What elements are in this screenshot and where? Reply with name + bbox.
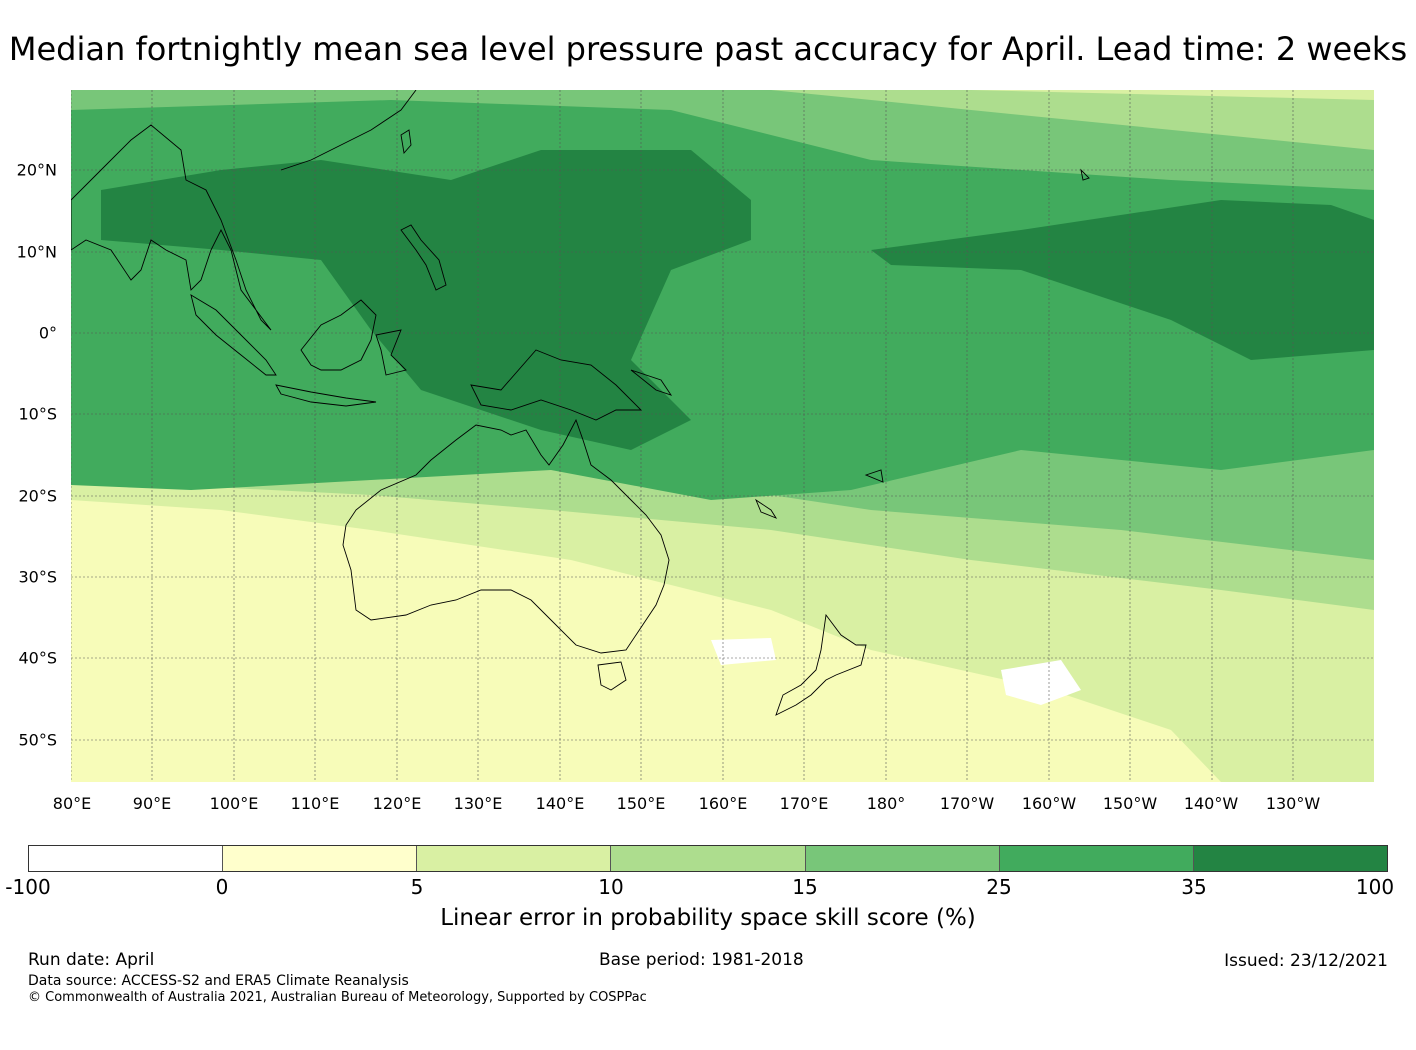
lat-label: 20°N [16, 160, 57, 180]
lat-label: 0° [38, 323, 57, 343]
borneo-coast [300, 299, 377, 371]
data-source: Data source: ACCESS-S2 and ERA5 Climate … [28, 973, 409, 989]
se-asia-coast [71, 124, 272, 331]
region-negative [1001, 660, 1081, 705]
lon-label: 140°E [535, 794, 585, 813]
base-period: Base period: 1981-2018 [599, 950, 804, 970]
taiwan-coast [400, 129, 412, 155]
tasmania-coast [597, 661, 627, 691]
run-date: Run date: April [28, 950, 155, 970]
region-35-100 [101, 150, 751, 450]
skill-regions [71, 90, 1374, 782]
hawaii-coast [1080, 168, 1090, 181]
china-coast [280, 90, 417, 171]
lon-label: 180° [866, 794, 906, 813]
new-guinea-coast [470, 349, 643, 421]
map-canvas [71, 90, 1374, 782]
colorbar [28, 845, 1388, 872]
lon-label: 140°W [1183, 794, 1239, 813]
lat-label: 30°S [18, 567, 57, 587]
australia-coast [342, 418, 670, 654]
lat-label: 50°S [18, 730, 57, 750]
philippines-coast [400, 224, 447, 291]
lon-label: 170°E [779, 794, 829, 813]
colorbar-tick: 25 [986, 875, 1012, 899]
sumatra-coast [190, 294, 277, 376]
colorbar-segment [999, 846, 1194, 871]
skill-score-map [71, 90, 1374, 782]
colorbar-tick: 5 [410, 875, 424, 899]
coastlines [71, 90, 1090, 716]
lat-label: 40°S [18, 648, 57, 668]
colorbar-tick: -100 [5, 875, 51, 899]
colorbar-segment [1193, 846, 1387, 871]
lon-label: 110°E [290, 794, 340, 813]
colorbar-label: Linear error in probability space skill … [440, 905, 976, 931]
colorbar-segment [29, 846, 224, 871]
lon-label: 100°E [209, 794, 259, 813]
new-caledonia-coast [755, 498, 778, 519]
copyright: © Commonwealth of Australia 2021, Austra… [28, 990, 647, 1005]
solomon-islands-coast [630, 369, 673, 396]
lat-label: 10°N [16, 242, 57, 262]
lon-label: 120°E [372, 794, 422, 813]
lon-label: 80°E [52, 794, 92, 813]
lon-label: 130°W [1265, 794, 1321, 813]
map-title: Median fortnightly mean sea level pressu… [8, 30, 1408, 68]
new-zealand-coast [775, 613, 867, 716]
lat-label: 10°S [18, 404, 57, 424]
colorbar-segment [611, 846, 806, 871]
lon-label: 90°E [132, 794, 172, 813]
lon-label: 130°E [453, 794, 503, 813]
colorbar-tick: 35 [1181, 875, 1207, 899]
colorbar-tick: 100 [1355, 875, 1395, 899]
colorbar-tick: 10 [598, 875, 624, 899]
lon-label: 160°W [1021, 794, 1077, 813]
colorbar-tick: 15 [792, 875, 818, 899]
lon-label: 150°W [1102, 794, 1158, 813]
issued-date: Issued: 23/12/2021 [1224, 951, 1388, 971]
java-coast [275, 384, 377, 407]
lon-label: 170°W [939, 794, 995, 813]
lat-label: 20°S [18, 486, 57, 506]
graticule [71, 90, 1374, 782]
colorbar-tick: 0 [215, 875, 229, 899]
lon-label: 160°E [698, 794, 748, 813]
lon-label: 150°E [616, 794, 666, 813]
sulawesi-coast [375, 329, 407, 376]
fiji-coast [864, 469, 884, 483]
colorbar-segment [805, 846, 1000, 871]
region-35-100 [871, 200, 1374, 360]
colorbar-segment [223, 846, 418, 871]
colorbar-segment [417, 846, 612, 871]
